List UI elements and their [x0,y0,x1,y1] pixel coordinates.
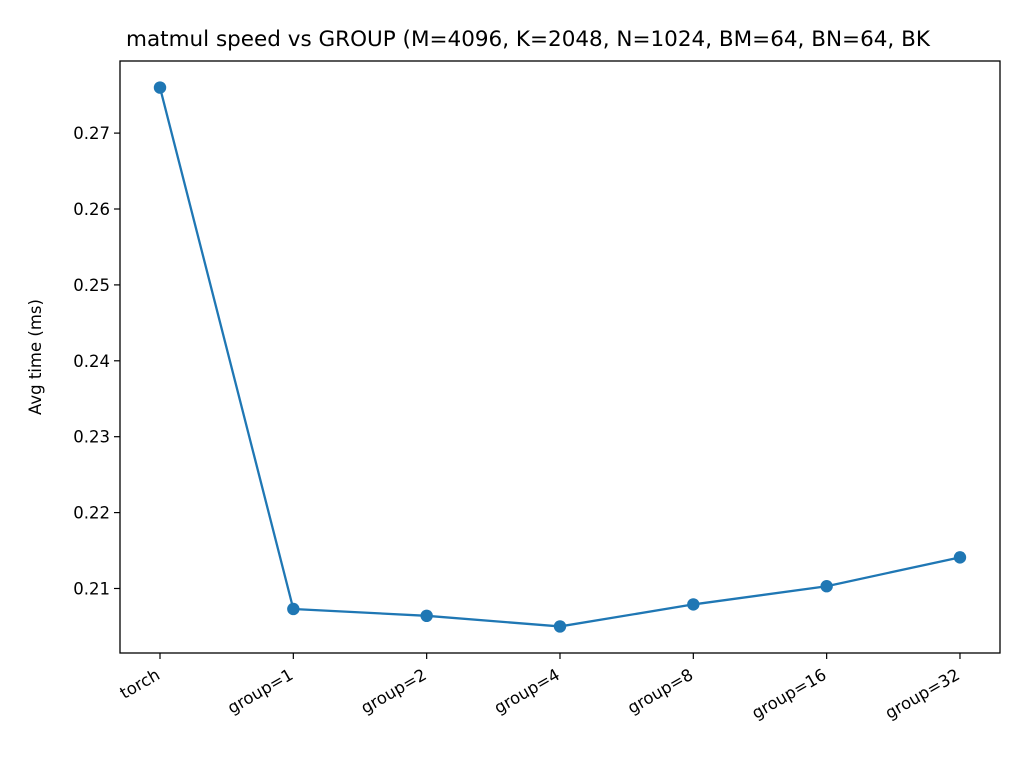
data-point [820,580,833,593]
data-point [420,609,433,623]
x-tick-label: group=8 [624,665,696,718]
x-tick-label: group=1 [224,665,296,718]
x-tick-label: group=2 [358,665,430,718]
y-axis-label: Avg time (ms) [26,299,45,415]
y-tick-label: 0.21 [73,579,110,598]
data-point [287,602,300,616]
y-axis: 0.21 0.22 0.23 0.24 0.25 0.26 0.27 [73,124,120,598]
x-tick-label: group=16 [748,665,829,723]
y-tick-label: 0.25 [73,276,110,295]
x-tick-label: group=4 [491,665,563,718]
axes-frame [119,60,1001,654]
y-tick-label: 0.27 [73,124,110,143]
plot-area [119,60,1001,654]
y-tick-label: 0.24 [73,352,110,371]
series-layer [153,81,967,633]
data-point [553,620,567,633]
x-tick-label: group=32 [882,665,963,723]
x-axis: torch group=1 group=2 group=4 group=8 group=1… [117,653,963,723]
chart-title: matmul speed vs GROUP (M=4096, K=2048, N… [126,27,931,52]
data-point [953,551,967,564]
x-tick-label: torch [117,665,163,703]
y-tick-label: 0.22 [73,504,110,523]
y-tick-label: 0.23 [73,428,110,447]
y-tick-label: 0.26 [73,200,110,219]
data-point [687,598,700,611]
data-point [153,81,167,94]
